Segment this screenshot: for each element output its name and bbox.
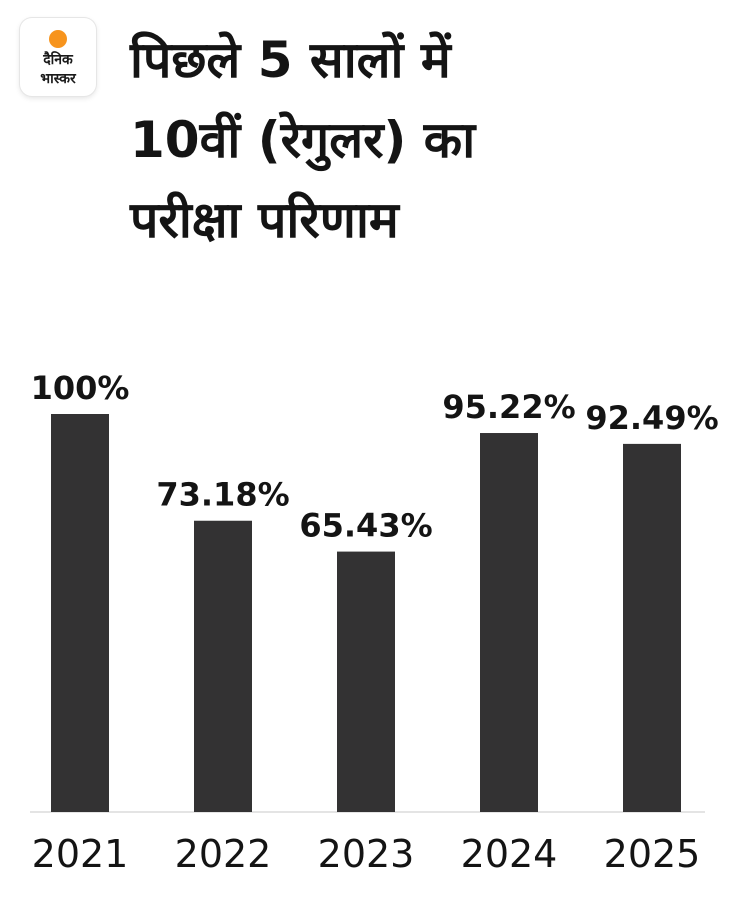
value-label-2021: 100% (31, 369, 130, 407)
chart-title: पिछले 5 सालों में 10वीं (रेगुलर) का परीक… (130, 20, 710, 260)
logo-text-line-2: भास्कर (40, 71, 76, 87)
bar-2022 (194, 520, 252, 812)
value-label-2022: 73.18% (156, 476, 289, 514)
bar-2024 (480, 433, 538, 812)
value-label-2023: 65.43% (299, 507, 432, 545)
chart-title-line-1: पिछले 5 सालों में (130, 31, 451, 89)
x-tick-label-2025: 2025 (604, 832, 701, 876)
x-tick-label-2024: 2024 (461, 832, 558, 876)
bar-2021 (51, 414, 109, 812)
chart-title-line-2: 10वीं (रेगुलर) का (130, 111, 476, 169)
logo-text-line-1: दैनिक (43, 52, 73, 68)
bar-2023 (337, 551, 395, 812)
bar-2025 (623, 443, 681, 812)
x-tick-label-2023: 2023 (318, 832, 415, 876)
x-tick-label-2021: 2021 (32, 832, 129, 876)
value-label-2025: 92.49% (585, 399, 718, 437)
chart-title-line-3: परीक्षा परिणाम (130, 191, 399, 249)
x-tick-label-2022: 2022 (175, 832, 272, 876)
dainik-bhaskar-logo: दैनिक भास्कर (20, 18, 96, 96)
sun-icon (49, 30, 67, 48)
value-label-2024: 95.22% (442, 388, 575, 426)
